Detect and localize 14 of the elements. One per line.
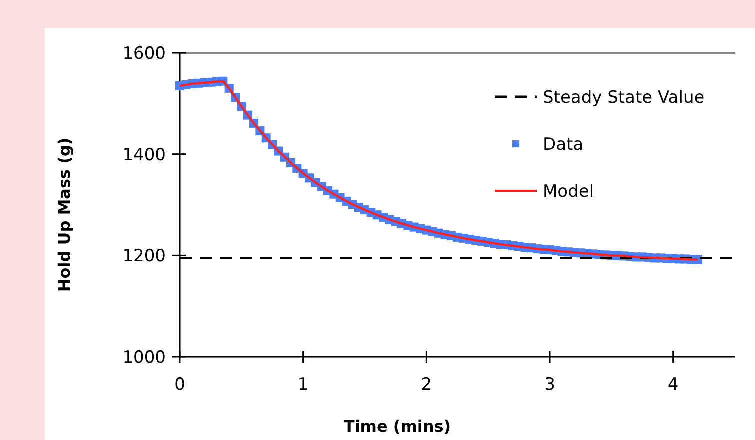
x-tick-label: 2 — [421, 375, 432, 395]
y-axis-title: Hold Up Mass (g) — [55, 138, 74, 292]
x-tick-label: 3 — [544, 375, 556, 395]
y-tick-label: 1400 — [122, 145, 166, 166]
legend-label: Steady State Value — [543, 88, 705, 108]
x-tick-label: 1 — [298, 375, 309, 395]
y-tick-label: 1200 — [122, 246, 166, 267]
x-tick-label: 0 — [174, 375, 186, 395]
x-tick-label: 4 — [668, 375, 679, 395]
y-tick-label: 1600 — [122, 44, 166, 64]
y-tick-label: 1000 — [122, 348, 166, 368]
x-axis-title: Time (mins) — [344, 417, 452, 436]
legend-label: Model — [543, 182, 594, 202]
legend-label: Data — [543, 134, 584, 155]
